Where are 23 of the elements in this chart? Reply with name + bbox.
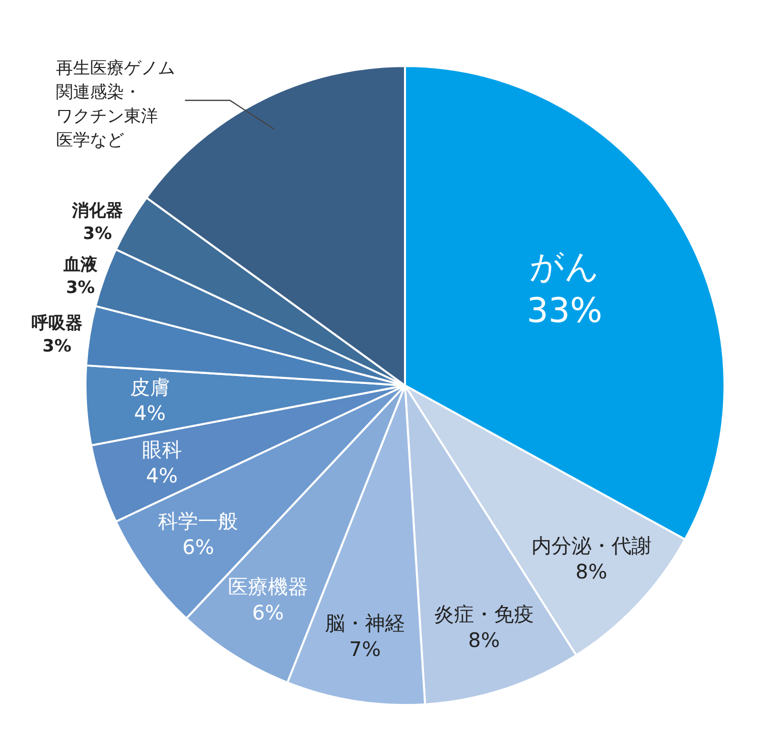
slice-label: 科学一般 [158, 508, 238, 533]
data-label: 8% [575, 560, 608, 584]
data-label: 3% [42, 336, 72, 356]
slice-label: 消化器 [70, 200, 123, 221]
data-label: 3% [83, 224, 112, 244]
data-label: 4% [146, 464, 178, 488]
data-label: 7% [349, 637, 381, 662]
data-label: 8% [468, 628, 500, 652]
slice-label: 炎症・免疫 [434, 602, 534, 626]
slice-label: 皮膚 [130, 374, 170, 399]
slice-label: 眼科 [142, 438, 182, 462]
slice-label: がん [530, 246, 600, 287]
data-label: 6% [252, 600, 284, 625]
slice-label: 内分泌・代謝 [531, 534, 652, 558]
slice-label: 再生医療ゲノム関連感染・ワクチン東洋医学など [56, 58, 175, 151]
data-label: 33% [526, 291, 602, 332]
slice-label: 脳・神経 [325, 611, 406, 636]
data-label: 6% [182, 534, 214, 559]
slice-label: 医療機器 [228, 574, 308, 599]
slice-label: 血液 [62, 255, 98, 276]
data-label: 3% [66, 278, 95, 298]
data-label: 4% [134, 400, 166, 425]
slice-label: 呼吸器 [31, 313, 82, 334]
